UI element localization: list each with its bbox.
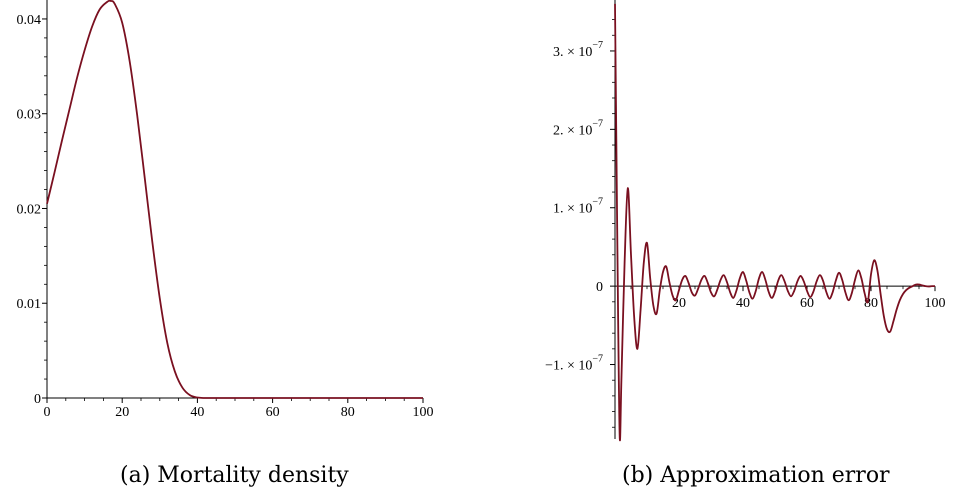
x-tick-label: 0 xyxy=(44,405,51,420)
y-tick-label: 0 xyxy=(596,280,603,295)
y-tick-label: 0.02 xyxy=(17,202,42,217)
density-curve xyxy=(46,0,423,399)
y-tick-mantissa: 0 xyxy=(596,280,603,295)
x-tick-label: 80 xyxy=(341,405,355,420)
y-tick-label: 3. × 10−7 xyxy=(553,40,603,60)
x-tick-label: 40 xyxy=(190,405,204,420)
y-tick-label: −1. × 10−7 xyxy=(545,354,603,374)
y-tick-mantissa: 2. × 10 xyxy=(553,123,592,138)
y-tick-label: 0.03 xyxy=(17,108,42,123)
y-tick-exponent: −7 xyxy=(592,118,603,129)
y-tick-label: 0 xyxy=(34,392,41,407)
x-tick-label: 60 xyxy=(266,405,280,420)
y-tick-mantissa: −1. × 10 xyxy=(545,359,592,374)
y-tick-mantissa: 3. × 10 xyxy=(553,45,592,60)
mortality-density-chart: 0 20 40 60 80 100 0 0.01 0.02 0.03 0.04 xyxy=(17,0,434,420)
x-tick-label: 40 xyxy=(736,296,750,311)
y-tick-exponent: −7 xyxy=(592,354,603,365)
y-tick-exponent: −7 xyxy=(592,197,603,208)
caption-mortality-density: (a) Mortality density xyxy=(120,463,349,488)
x-tick-label: 60 xyxy=(800,296,814,311)
x-tick-label: 100 xyxy=(925,296,946,311)
y-tick-mantissa: 1. × 10 xyxy=(553,202,592,217)
y-tick-label: 0.04 xyxy=(17,13,42,28)
x-tick-label: 100 xyxy=(413,405,434,420)
y-tick-label: 0.01 xyxy=(17,297,42,312)
caption-approximation-error: (b) Approximation error xyxy=(622,463,890,488)
y-tick-exponent: −7 xyxy=(592,40,603,51)
y-tick-label: 1. × 10−7 xyxy=(553,197,603,217)
error-curve xyxy=(614,3,936,442)
y-tick-label: 2. × 10−7 xyxy=(553,118,603,138)
x-tick-label: 20 xyxy=(115,405,129,420)
